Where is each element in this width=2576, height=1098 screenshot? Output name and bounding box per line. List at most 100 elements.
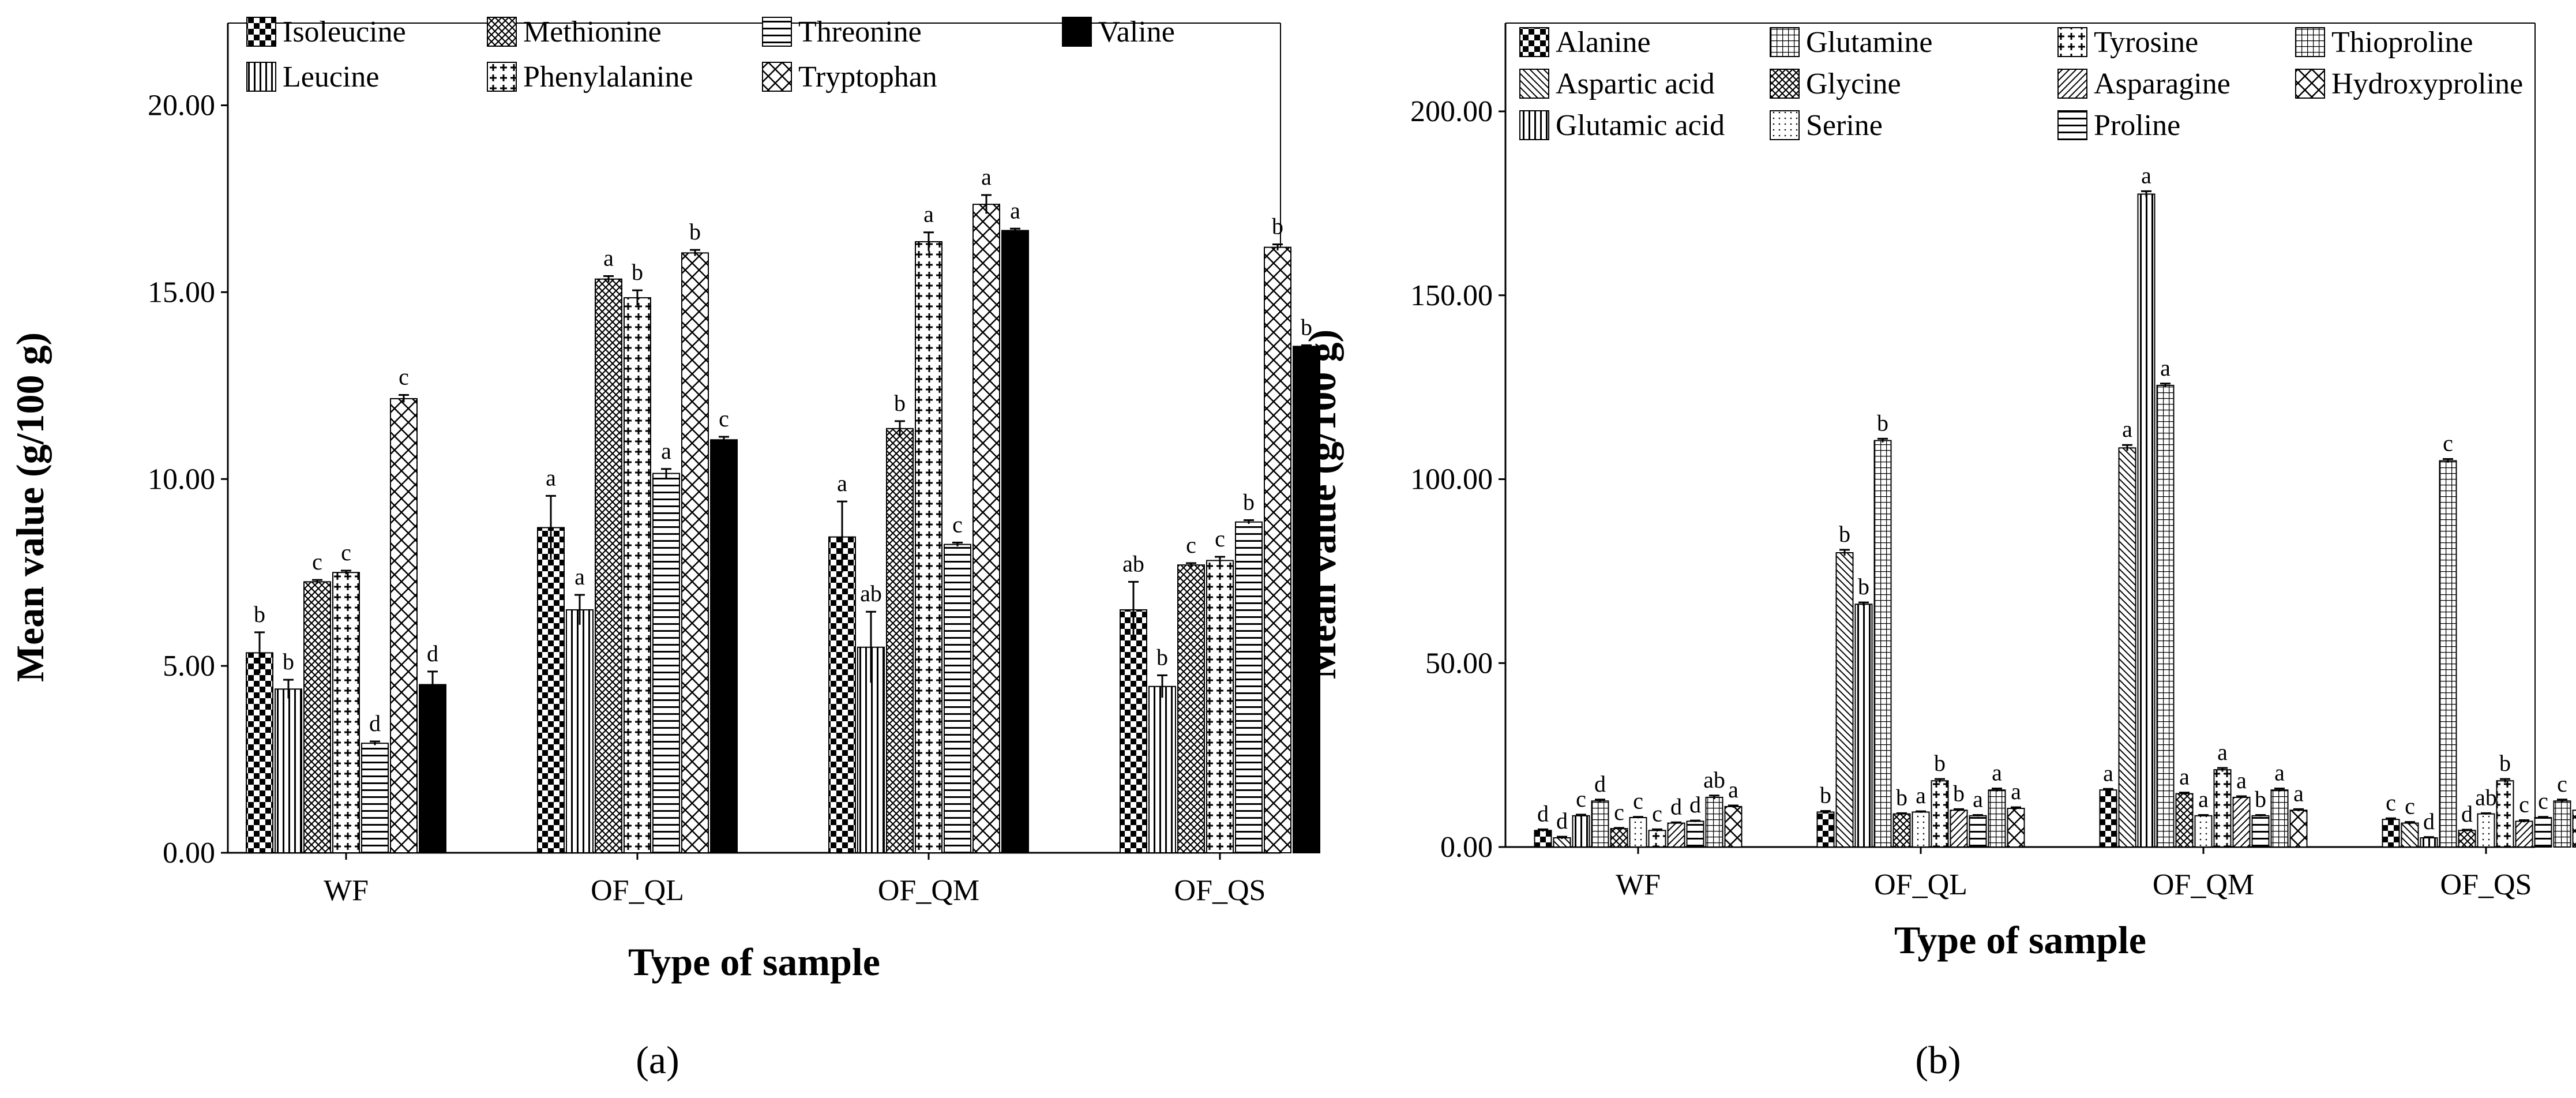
- significance-label: a: [2179, 764, 2190, 790]
- legend-swatch: [762, 62, 792, 92]
- x-axis-title: Type of sample: [1894, 918, 2146, 962]
- bar-leucine-of_ql: [566, 609, 594, 854]
- significance-label: d: [1537, 800, 1549, 826]
- y-tick-label: 10.00: [148, 463, 215, 496]
- bar-hydroxyproline-of_ql: [2007, 808, 2025, 848]
- significance-label: c: [399, 364, 409, 390]
- significance-label: a: [2141, 162, 2151, 188]
- significance-label: c: [1576, 786, 1586, 812]
- bar-methionine-of_qs: [1177, 564, 1205, 854]
- significance-label: b: [2499, 750, 2511, 776]
- bar-asparagine-of_ql: [1950, 810, 1968, 848]
- significance-label: a: [2293, 780, 2304, 806]
- significance-label: a: [2122, 416, 2132, 442]
- panel-label: (a): [636, 1038, 679, 1082]
- legend-label: Leucine: [283, 61, 379, 93]
- legend-swatch: [1770, 27, 1800, 57]
- significance-label: d: [369, 710, 381, 736]
- significance-label: a: [2217, 739, 2228, 765]
- bar-alanine-of_qm: [2099, 789, 2117, 848]
- legend-label: Thioproline: [2331, 26, 2473, 59]
- significance-label: c: [341, 539, 351, 565]
- bar-glutamic-acid-of_qm: [2137, 193, 2156, 848]
- significance-label: c: [1633, 788, 1643, 814]
- significance-label: c: [1215, 526, 1225, 552]
- y-tick-label: 200.00: [1410, 95, 1493, 128]
- legend-label: Hydroxyproline: [2331, 68, 2523, 100]
- bar-thioproline-of_qm: [2270, 789, 2289, 848]
- legend-swatch: [2057, 110, 2087, 140]
- legend-label: Alanine: [1556, 26, 1651, 59]
- bar-glycine-of_qs: [2458, 830, 2476, 848]
- bar-tryptophan-of_ql: [681, 252, 709, 853]
- significance-label: b: [1820, 782, 1831, 808]
- bar-methionine-of_qm: [886, 428, 914, 853]
- significance-label: c: [1652, 800, 1662, 826]
- y-axis-title: Mean value (g/100 g): [1300, 329, 1344, 679]
- bar-serine-wf: [1629, 817, 1647, 848]
- bar-glutamine-wf: [1591, 800, 1609, 848]
- bar-glycine-of_ql: [1892, 813, 1911, 848]
- legend-swatch: [1062, 17, 1092, 47]
- bar-tyrosine-of_qm: [2213, 769, 2232, 848]
- legend-label: Proline: [2094, 109, 2180, 142]
- significance-label: a: [603, 245, 614, 271]
- significance-label: d: [2461, 801, 2473, 827]
- legend-label: Threonine: [798, 16, 922, 48]
- legend-swatch: [246, 17, 276, 47]
- significance-label: a: [2011, 778, 2021, 804]
- legend-label: Phenylalanine: [523, 61, 693, 93]
- significance-label: b: [1301, 314, 1312, 340]
- significance-label: c: [2386, 789, 2396, 815]
- y-tick-label: 0.00: [1440, 831, 1493, 864]
- significance-label: d: [427, 640, 438, 666]
- bar-leucine-wf: [275, 688, 302, 853]
- bar-thioproline-wf: [1705, 796, 1723, 848]
- legend-swatch: [1770, 110, 1800, 140]
- significance-label: ab: [860, 580, 882, 606]
- legend-label: Tryptophan: [798, 61, 937, 93]
- y-tick-label: 0.00: [163, 837, 215, 870]
- bar-glutamic-acid-of_ql: [1854, 604, 1873, 848]
- legend-label: Serine: [1806, 109, 1883, 142]
- bar-valine-of_ql: [710, 439, 738, 853]
- significance-label: b: [632, 259, 643, 285]
- bar-valine-of_qm: [1001, 230, 1029, 853]
- legend-swatch: [1519, 110, 1549, 140]
- significance-label: b: [689, 219, 701, 245]
- bar-proline-of_qs: [2534, 817, 2552, 848]
- bar-threonine-of_qs: [1235, 521, 1263, 853]
- bar-glutamic-acid-wf: [1572, 815, 1590, 848]
- chart-panel-a: 0.00 5.00 10.00 15.00 20.00 WF OF_QL OF_QM OF_QS…: [8, 16, 1320, 1082]
- significance-label: b: [1858, 574, 1869, 599]
- bar-leucine-of_qs: [1148, 685, 1176, 853]
- significance-label: b: [254, 601, 265, 627]
- significance-label: c: [952, 511, 963, 537]
- bar-valine-wf: [419, 684, 446, 854]
- bar-glutamine-of_ql: [1873, 440, 1892, 848]
- legend-swatch: [762, 17, 792, 47]
- legend-swatch: [1770, 69, 1800, 99]
- x-tick-label: OF_QS: [1174, 874, 1266, 907]
- significance-label: b: [2255, 786, 2266, 812]
- legend-swatch: [2057, 69, 2087, 99]
- bar-thioproline-of_qs: [2553, 800, 2571, 848]
- y-axis-title: Mean value (g/100 g): [8, 332, 52, 682]
- legend-swatch: [487, 62, 517, 92]
- bar-phenylalanine-of_qm: [915, 241, 942, 854]
- bar-methionine-of_ql: [595, 278, 622, 853]
- significance-label: a: [661, 438, 671, 464]
- bar-hydroxyproline-wf: [1724, 805, 1743, 848]
- bar-asparagine-wf: [1667, 822, 1685, 848]
- panel-label: (b): [1915, 1038, 1961, 1082]
- bar-asparagine-of_qs: [2515, 820, 2533, 848]
- bar-methionine-wf: [303, 581, 331, 853]
- bar-tyrosine-of_qs: [2496, 780, 2514, 848]
- bar-aspartic-acid-of_qs: [2401, 822, 2419, 848]
- bar-valine-of_qs: [1293, 346, 1320, 853]
- significance-label: ab: [1122, 550, 1144, 576]
- bar-tryptophan-of_qs: [1264, 246, 1291, 853]
- legend-label: Methionine: [523, 16, 662, 48]
- bar-glutamine-of_qm: [2156, 384, 2175, 848]
- significance-label: c: [2519, 791, 2529, 817]
